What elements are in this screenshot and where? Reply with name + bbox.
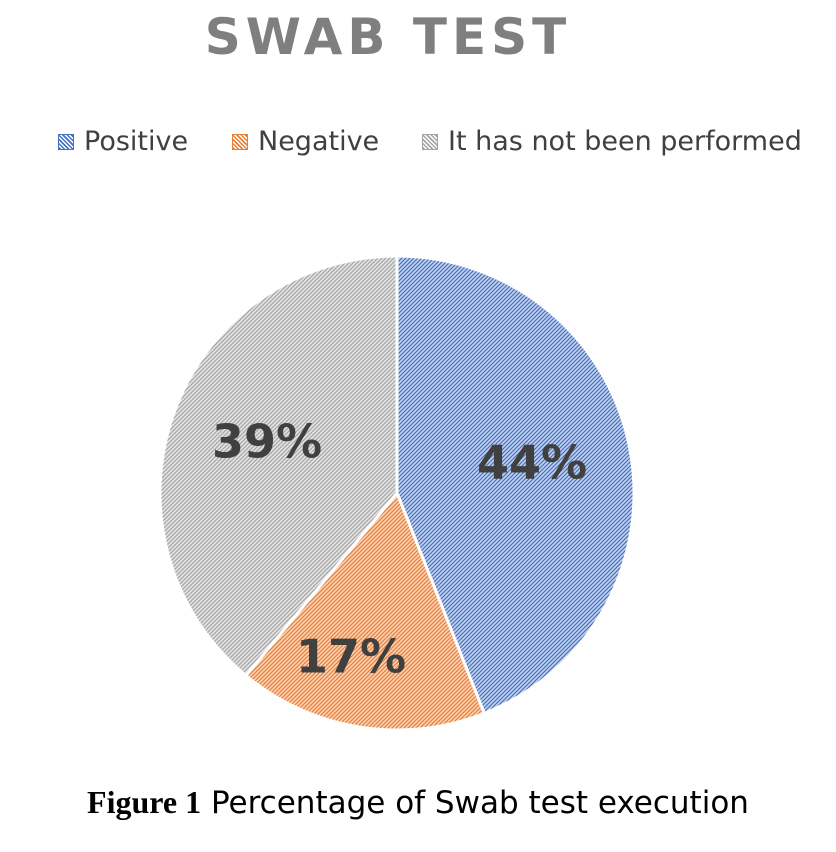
figure-caption: Figure 1 Percentage of Swab test executi… [0,784,836,821]
legend-item-positive: Positive [58,126,188,157]
legend-item-not-performed: It has not been performed [422,126,802,157]
legend-label-negative: Negative [258,126,380,157]
slice-label-negative: 17% [296,630,406,684]
legend-label-not-performed: It has not been performed [448,126,802,157]
caption-text: Percentage of Swab test execution [210,785,749,821]
legend-swatch-positive [58,133,74,150]
pie-slice-negative [243,490,487,732]
chart-title: SWAB TEST [204,8,572,66]
legend-swatch-not-performed [422,133,438,150]
pie-slice-positive [395,254,636,716]
pie-slice-it-has-not-been-performed [158,254,399,678]
legend-swatch-negative [232,133,248,150]
legend-label-positive: Positive [84,126,189,157]
slice-label-positive: 44% [477,436,587,490]
slice-label-it-has-not-been-performed: 39% [212,415,322,469]
chart-legend: Positive Negative It has not been perfor… [0,126,836,166]
figure-label: Figure 1 [87,784,202,820]
legend-item-negative: Negative [232,126,379,157]
